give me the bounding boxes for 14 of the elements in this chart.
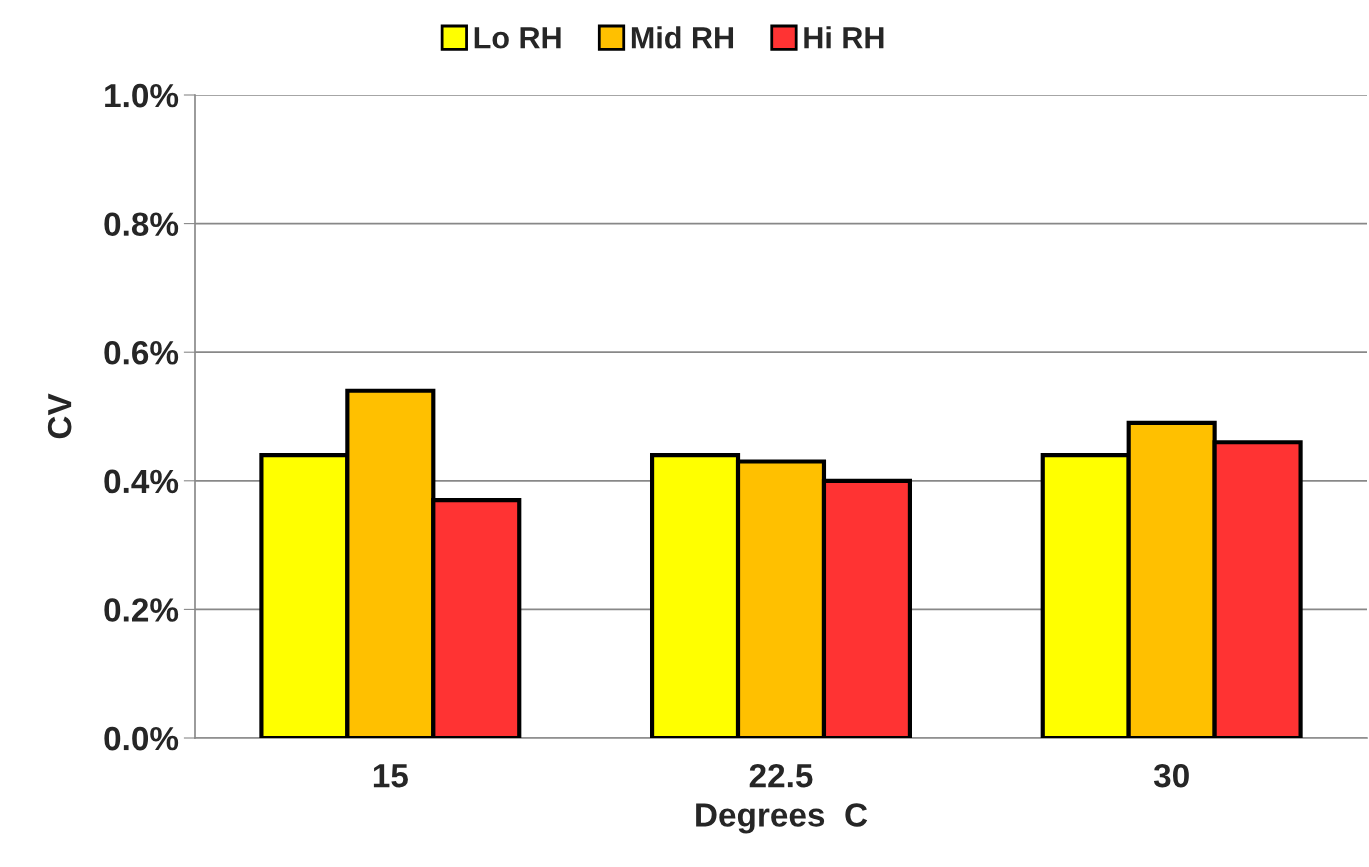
x-tick-label: 22.5	[749, 763, 813, 788]
y-axis-title: CV	[47, 393, 72, 439]
legend-label: Hi RH	[804, 26, 884, 49]
legend-label: Lo RH	[474, 27, 561, 49]
x-axis-title: Degrees C	[696, 803, 868, 834]
x-tick-label: 30	[1153, 763, 1189, 788]
y-tick-label: 0.6%	[104, 341, 179, 365]
y-tick-label: 0.2%	[104, 598, 179, 622]
x-tick-label: 15	[373, 764, 408, 788]
y-tick-label: 0.4%	[104, 469, 179, 494]
legend-label: Mid RH	[631, 26, 734, 49]
y-tick-label: 0.8%	[104, 212, 179, 237]
y-tick-label: 1.0%	[105, 83, 179, 108]
y-tick-label: 0.0%	[104, 726, 179, 751]
